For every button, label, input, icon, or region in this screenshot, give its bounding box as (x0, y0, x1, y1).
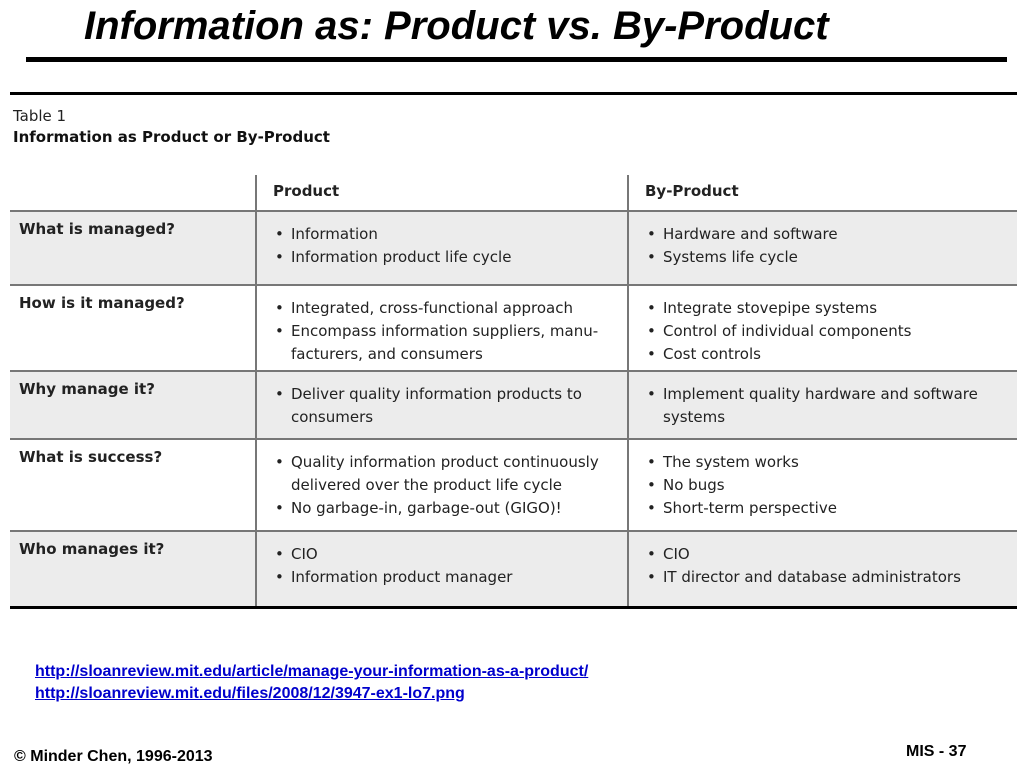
list-item: Systems life cycle (647, 246, 1009, 269)
list-item: IT director and database administrators (647, 566, 1009, 589)
table-row: What is success? Quality information pro… (10, 439, 1017, 531)
row-question: Why manage it? (10, 371, 256, 439)
table-top-rule (10, 92, 1017, 95)
list-item: Integrated, cross-functional approach (275, 297, 619, 320)
list-item: The system works (647, 451, 1009, 474)
list-item: CIO (275, 543, 619, 566)
list-item: Deliver quality information products to … (275, 383, 619, 429)
slide-title: Information as: Product vs. By-Product (84, 4, 829, 48)
list-item: CIO (647, 543, 1009, 566)
list-item: Cost controls (647, 343, 1009, 366)
product-cell: Deliver quality information products to … (255, 371, 628, 439)
row-question: How is it managed? (19, 294, 185, 312)
byproduct-cell: CIO IT director and database administrat… (627, 531, 1017, 607)
list-item: Hardware and software (647, 223, 1009, 246)
byproduct-cell: Integrate stovepipe systems Control of i… (627, 285, 1017, 371)
list-item: No bugs (647, 474, 1009, 497)
reference-links: http://sloanreview.mit.edu/article/manag… (35, 661, 588, 705)
table-caption: Table 1 (13, 107, 67, 125)
title-underline (26, 57, 1007, 62)
table-row: Who manages it? CIO Information product … (10, 531, 1017, 607)
comparison-table: Product By-Product What is managed? Info… (10, 175, 1017, 609)
list-item: Information (275, 223, 619, 246)
row-question: Who manages it? (10, 531, 256, 607)
row-question: What is success? (19, 448, 163, 466)
column-header-byproduct: By-Product (627, 175, 1017, 212)
list-item: Encompass information suppliers, manu-fa… (275, 320, 619, 366)
list-item: Quality information product continuously… (275, 451, 619, 497)
list-item: Short-term perspective (647, 497, 1009, 520)
list-item: Information product life cycle (275, 246, 619, 269)
product-cell: Integrated, cross-functional approach En… (255, 285, 628, 371)
page-number: MIS - 37 (906, 743, 967, 760)
table-header-row: Product By-Product (10, 175, 1017, 212)
table-row: What is managed? Information Information… (10, 211, 1017, 285)
list-item: Control of individual components (647, 320, 1009, 343)
table-subcaption: Information as Product or By-Product (13, 128, 330, 146)
product-cell: Quality information product continuously… (255, 439, 628, 531)
byproduct-cell: The system works No bugs Short-term pers… (627, 439, 1017, 531)
table-header-block: Table 1 Information as Product or By-Pro… (10, 92, 1017, 147)
table-row: How is it managed? Integrated, cross-fun… (10, 285, 1017, 371)
copyright-footer: © Minder Chen, 1996-2013 (14, 748, 213, 765)
byproduct-cell: Implement quality hardware and software … (627, 371, 1017, 439)
header-blank-cell (10, 175, 256, 212)
list-item: Integrate stovepipe systems (647, 297, 1009, 320)
table-row: Why manage it? Deliver quality informati… (10, 371, 1017, 439)
article-link[interactable]: http://sloanreview.mit.edu/article/manag… (35, 663, 589, 680)
product-cell: Information Information product life cyc… (255, 211, 628, 285)
product-cell: CIO Information product manager (255, 531, 628, 607)
list-item: No garbage-in, garbage-out (GIGO)! (275, 497, 619, 520)
column-header-product: Product (255, 175, 628, 212)
list-item: Information product manager (275, 566, 619, 589)
byproduct-cell: Hardware and software Systems life cycle (627, 211, 1017, 285)
row-question: What is managed? (10, 211, 256, 285)
image-link[interactable]: http://sloanreview.mit.edu/files/2008/12… (35, 685, 465, 702)
list-item: Implement quality hardware and software … (647, 383, 1009, 429)
